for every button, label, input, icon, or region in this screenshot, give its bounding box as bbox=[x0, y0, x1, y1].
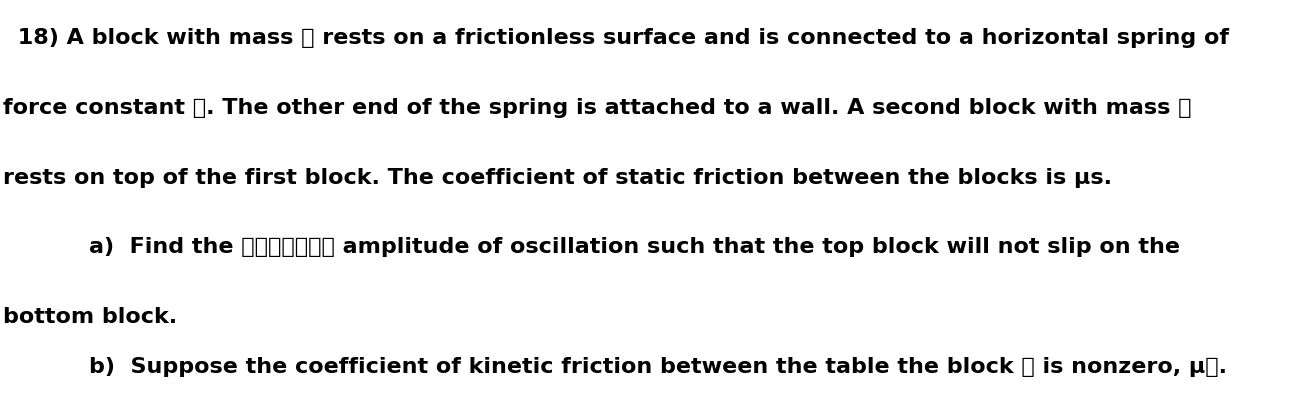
Text: force constant 𝑘. The other end of the spring is attached to a wall. A second bl: force constant 𝑘. The other end of the s… bbox=[3, 98, 1192, 118]
Text: rests on top of the first block. The coefficient of static friction between the : rests on top of the first block. The coe… bbox=[3, 168, 1112, 188]
Text: 18) A block with mass 𝑀 rests on a frictionless surface and is connected to a ho: 18) A block with mass 𝑀 rests on a frict… bbox=[10, 28, 1230, 48]
Text: b)  Suppose the coefficient of kinetic friction between the table the block 𝑀 is: b) Suppose the coefficient of kinetic fr… bbox=[89, 357, 1227, 377]
Text: bottom block.: bottom block. bbox=[3, 307, 177, 327]
Text: a)  Find the 𝑚𝑎𝑥𝑖𝑚𝑢𝑚 amplitude of oscillation such that the top block will not s: a) Find the 𝑚𝑎𝑥𝑖𝑚𝑢𝑚 amplitude of oscilla… bbox=[89, 237, 1180, 257]
